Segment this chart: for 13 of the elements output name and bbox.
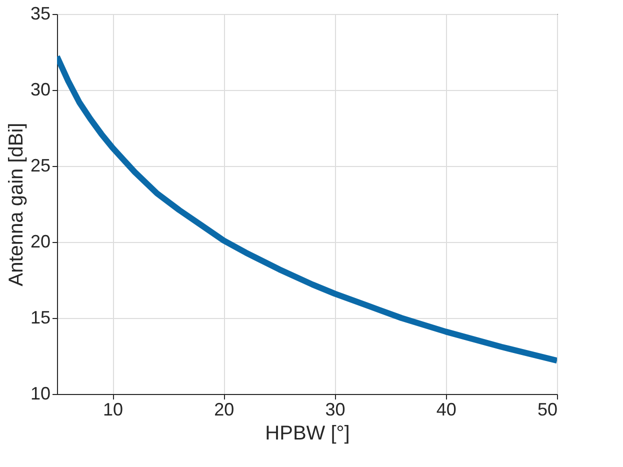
x-tick-label: 40 [436, 400, 456, 420]
x-axis-title: HPBW [°] [265, 422, 350, 444]
y-tick-label: 35 [30, 4, 50, 24]
y-tick-label: 30 [30, 80, 50, 100]
y-axis-title: Antenna gain [dBi] [5, 122, 28, 286]
x-tick-label: 50 [537, 400, 558, 420]
y-tick-label: 25 [30, 156, 50, 176]
y-tick-label: 15 [30, 308, 50, 328]
x-tick-label: 20 [214, 400, 234, 420]
y-tick-label: 20 [30, 232, 50, 252]
x-tick-label: 10 [103, 400, 124, 420]
y-tick-label: 10 [30, 384, 50, 404]
x-tick-label: 30 [325, 400, 346, 420]
